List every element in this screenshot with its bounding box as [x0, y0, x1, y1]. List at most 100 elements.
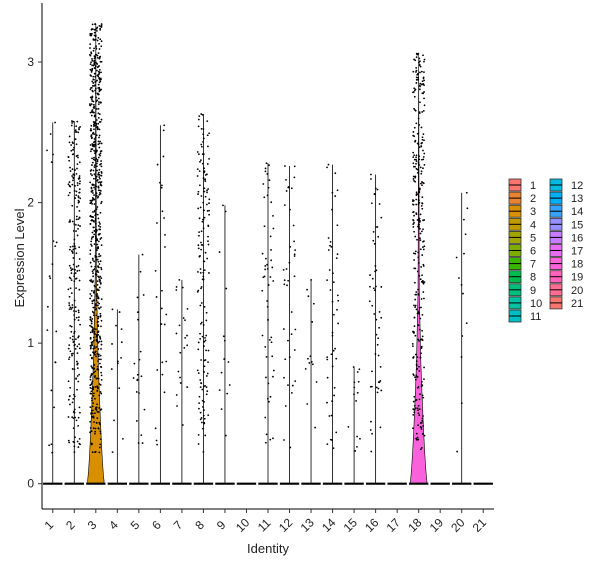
data-point: [94, 328, 97, 331]
data-point: [68, 302, 71, 304]
data-point: [98, 383, 101, 385]
data-point: [99, 358, 102, 361]
data-point: [421, 313, 424, 316]
data-point: [372, 239, 375, 242]
data-point: [263, 225, 266, 228]
data-point: [67, 439, 70, 442]
data-point: [79, 225, 81, 227]
data-point: [267, 318, 269, 321]
x-tick-label: 6: [149, 518, 164, 533]
data-point: [99, 191, 101, 194]
data-point: [96, 295, 99, 298]
data-point: [111, 451, 114, 454]
violin-15: [344, 366, 364, 485]
data-point: [417, 223, 420, 226]
violin-18: [408, 52, 429, 485]
data-point: [79, 197, 82, 200]
data-point: [94, 75, 97, 78]
data-point: [208, 132, 211, 135]
y-tick-label: 3: [27, 55, 34, 69]
data-point: [100, 371, 103, 374]
data-point: [74, 224, 77, 226]
data-point: [78, 210, 81, 212]
data-point: [92, 82, 95, 84]
data-point: [95, 126, 98, 129]
data-point: [335, 431, 338, 434]
data-point: [420, 145, 423, 148]
data-point: [207, 361, 209, 363]
data-point: [203, 359, 206, 362]
data-point: [100, 343, 103, 346]
data-point: [74, 247, 77, 250]
data-point: [95, 119, 98, 121]
data-point: [422, 76, 425, 79]
data-point: [98, 451, 101, 454]
data-point: [76, 388, 78, 391]
data-point: [415, 360, 418, 362]
data-point: [91, 197, 94, 199]
data-point: [98, 263, 101, 265]
data-point: [181, 424, 184, 426]
data-point: [90, 374, 93, 377]
data-point: [76, 352, 79, 355]
legend-item-17: 17: [549, 244, 583, 258]
data-point: [70, 279, 73, 282]
data-point: [415, 52, 418, 55]
data-point: [422, 156, 425, 158]
data-point: [414, 235, 417, 238]
data-point: [199, 206, 202, 209]
data-point: [462, 292, 464, 295]
data-point: [99, 446, 101, 449]
data-point: [97, 112, 100, 115]
data-point: [92, 211, 94, 213]
data-point: [76, 234, 79, 237]
data-point: [92, 299, 95, 302]
violin-5: [129, 253, 149, 485]
data-point: [413, 154, 415, 157]
data-point: [93, 177, 95, 180]
data-point: [422, 228, 424, 231]
data-point: [93, 138, 96, 140]
data-point: [76, 270, 79, 272]
data-point: [93, 367, 96, 370]
data-point: [202, 406, 204, 408]
data-point: [202, 133, 205, 136]
data-point: [419, 227, 421, 230]
data-point: [197, 341, 200, 344]
data-point: [76, 375, 79, 377]
y-axis: 0 1 2 3: [27, 3, 43, 509]
data-point: [413, 87, 416, 90]
data-point: [98, 24, 101, 27]
data-point: [100, 202, 102, 205]
data-point: [94, 265, 97, 268]
data-point: [75, 143, 78, 146]
data-point: [54, 121, 56, 124]
x-tick-label: 16: [362, 515, 382, 535]
data-point: [416, 312, 419, 315]
data-point: [95, 409, 98, 411]
data-point: [95, 237, 98, 240]
data-point: [205, 393, 208, 396]
data-point: [99, 189, 102, 192]
data-point: [422, 265, 425, 267]
data-point: [77, 319, 80, 321]
data-point: [75, 155, 78, 157]
legend-label: 14: [571, 206, 583, 218]
data-point: [203, 345, 205, 348]
data-point: [73, 245, 76, 248]
data-point: [415, 78, 418, 81]
data-point: [95, 314, 98, 317]
data-point: [200, 321, 203, 324]
data-point: [423, 281, 426, 283]
data-point: [71, 120, 73, 122]
data-point: [98, 173, 101, 176]
data-point: [421, 202, 423, 205]
data-point: [272, 437, 274, 440]
data-point: [77, 425, 80, 427]
data-point: [92, 386, 94, 388]
data-point: [421, 329, 424, 332]
data-point: [94, 89, 96, 92]
data-point: [95, 122, 98, 125]
data-point: [412, 356, 415, 359]
data-point: [416, 376, 419, 378]
